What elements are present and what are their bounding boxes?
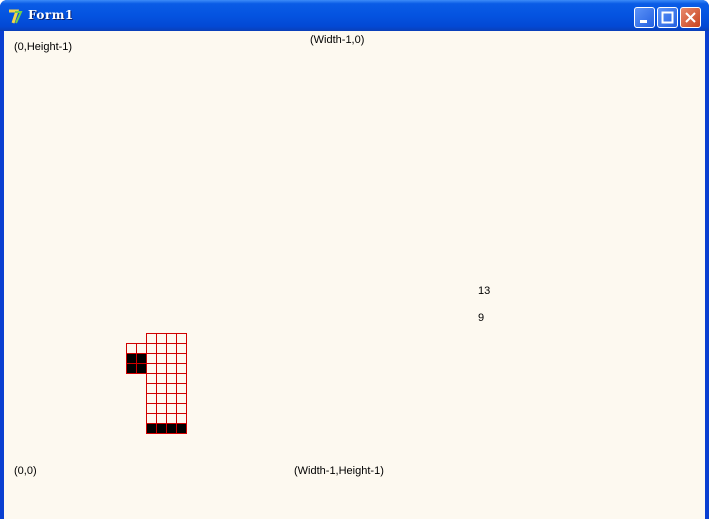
grid-cell — [166, 413, 177, 424]
grid-cell — [156, 393, 167, 404]
grid-cell — [176, 403, 187, 414]
minimize-button[interactable] — [634, 7, 655, 28]
cell-grid — [126, 333, 187, 434]
label: (Width-1,0) — [310, 34, 365, 46]
title-bar: Form1 — [0, 0, 709, 31]
grid-cell — [156, 363, 167, 374]
label: (0,0) — [14, 465, 37, 477]
close-glyph — [685, 12, 696, 23]
grid-cell — [166, 373, 177, 384]
label: 9 — [478, 312, 485, 324]
grid-cell — [166, 363, 177, 374]
grid-cell — [176, 383, 187, 394]
grid-cell — [176, 373, 187, 384]
grid-cell — [156, 373, 167, 384]
label: 13 — [478, 285, 491, 297]
grid-cell — [156, 383, 167, 394]
grid-cell — [146, 363, 157, 374]
label: (Width-1,Height-1) — [294, 465, 384, 477]
grid-cell — [156, 423, 167, 434]
grid-cell — [146, 403, 157, 414]
minimize-glyph — [640, 20, 647, 23]
grid-cell — [146, 383, 157, 394]
close-button[interactable] — [680, 7, 701, 28]
client-area: (0,Height-1) (Width-1,0) 13 9 (0,0) (Wid… — [4, 31, 705, 519]
grid-cell — [156, 343, 167, 354]
grid-cell — [166, 403, 177, 414]
maximize-glyph — [661, 11, 674, 24]
app-icon — [9, 9, 23, 24]
grid-cell — [126, 353, 137, 364]
grid-cell — [146, 343, 157, 354]
grid-cell — [176, 363, 187, 374]
grid-cell — [126, 363, 137, 374]
grid-cell — [156, 403, 167, 414]
grid-cell — [166, 343, 177, 354]
grid-cell — [146, 393, 157, 404]
maximize-button[interactable] — [657, 7, 678, 28]
grid-cell — [166, 353, 177, 364]
grid-cell — [176, 423, 187, 434]
grid-cell — [156, 353, 167, 364]
grid-cell — [176, 343, 187, 354]
grid-cell — [146, 423, 157, 434]
grid-cell — [176, 353, 187, 364]
grid-cell — [146, 353, 157, 364]
grid-cell — [176, 393, 187, 404]
grid-cell — [146, 413, 157, 424]
grid-cell — [176, 333, 187, 344]
grid-cell — [146, 373, 157, 384]
grid-cell — [166, 383, 177, 394]
grid-cell — [126, 343, 137, 354]
grid-cell — [136, 353, 147, 364]
grid-cell — [136, 363, 147, 374]
grid-cell — [166, 333, 177, 344]
grid-cell — [166, 393, 177, 404]
grid-cell — [156, 413, 167, 424]
grid-cell — [156, 333, 167, 344]
label: (0,Height-1) — [14, 41, 73, 53]
grid-cell — [176, 413, 187, 424]
grid-cell — [166, 423, 177, 434]
window-title: Form1 — [28, 8, 74, 22]
grid-cell — [146, 333, 157, 344]
grid-cell — [136, 343, 147, 354]
